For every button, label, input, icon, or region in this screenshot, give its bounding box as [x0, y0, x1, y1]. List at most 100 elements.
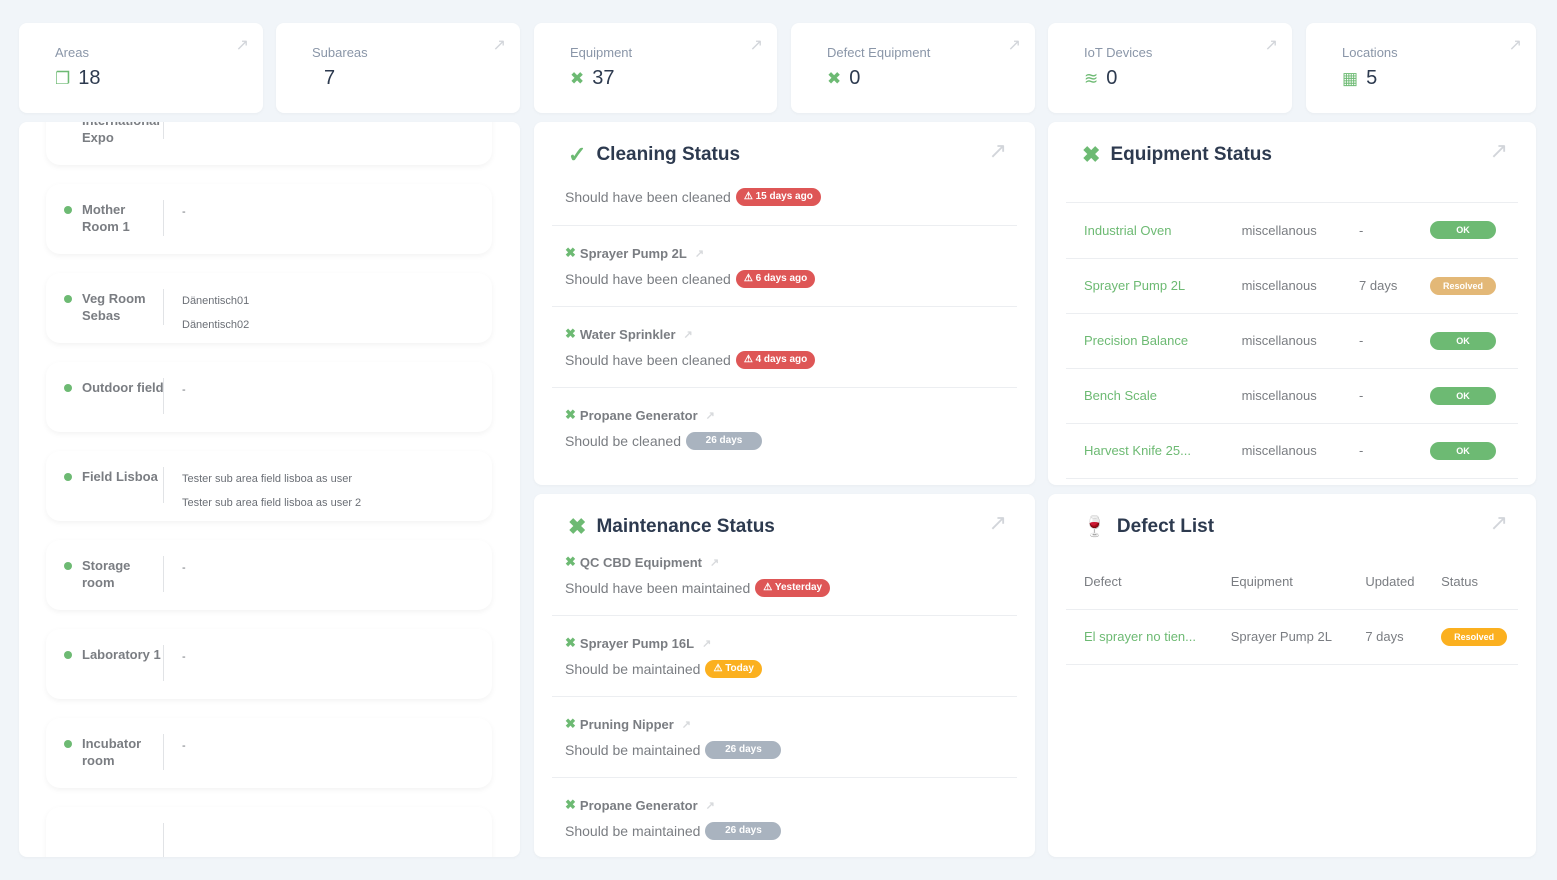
stat-card-subareas[interactable]: Subareas 7 ↗ [276, 23, 520, 113]
column-header: Status [1423, 554, 1518, 610]
equipment-category: miscellanous [1223, 203, 1342, 259]
maintenance-status-title: ✖ Maintenance Status [568, 514, 775, 540]
equipment-row[interactable]: Bench Scale miscellanous - OK [1066, 368, 1518, 424]
tools-icon: ✖ [570, 68, 585, 88]
status-row[interactable]: ✖ QC CBD Equipment ↗ Should have been main… [552, 535, 1017, 616]
equipment-name[interactable]: Bench Scale [1066, 368, 1224, 424]
status-text: Should be maintained 26 days [565, 741, 1004, 759]
equipment-name[interactable]: ✖ Pruning Nipper ↗ [565, 715, 1004, 733]
status-dot [64, 206, 72, 214]
wifi-icon: ≋ [1084, 68, 1099, 88]
expand-icon[interactable]: ↗ [1489, 138, 1508, 163]
equipment-name[interactable]: Industrial Oven [1066, 203, 1224, 259]
status-row[interactable]: ✖ Sprayer Pump 16L ↗ Should be maintained ⚠… [552, 616, 1017, 697]
subarea-item[interactable]: Dänentisch02 [182, 319, 250, 331]
tools-icon: ✖ [565, 245, 576, 260]
stat-value: ✖ 0 [827, 67, 860, 90]
subarea-item[interactable]: - [182, 740, 186, 752]
defect-name[interactable]: El sprayer no tien... [1066, 609, 1213, 665]
area-name: Outdoor field [82, 380, 164, 395]
status-row[interactable]: Should have been cleaned ⚠ 15 days ago [552, 162, 1017, 226]
equipment-name[interactable]: ✖ Propane Generator ↗ [565, 796, 1004, 814]
area-item[interactable]: Outdoor field - [46, 362, 492, 432]
expand-icon[interactable]: ↗ [492, 37, 506, 54]
equipment-row[interactable]: Sprayer Pump 2L miscellanous 7 days Reso… [1066, 258, 1518, 314]
link-icon[interactable]: ↗ [705, 409, 715, 422]
equipment-name-text: QC CBD Equipment [579, 554, 702, 570]
equipment-name[interactable]: ✖ Water Sprinkler ↗ [565, 325, 1004, 343]
broken-glass-icon: 🍷 [1082, 516, 1107, 538]
column-header: Updated [1347, 554, 1424, 610]
link-icon[interactable]: ↗ [709, 556, 720, 569]
expand-icon[interactable]: ↗ [988, 510, 1007, 535]
equipment-status-cell: OK [1412, 423, 1518, 479]
equipment-row[interactable]: Industrial Oven miscellanous - OK [1066, 203, 1518, 259]
stat-number: 7 [324, 67, 336, 89]
area-item[interactable]: Incubator room - [46, 718, 492, 788]
expand-icon[interactable]: ↗ [749, 37, 763, 54]
link-icon[interactable]: ↗ [681, 718, 692, 731]
area-item[interactable] [46, 807, 492, 857]
subarea-item[interactable]: Dänentisch01 [182, 295, 250, 307]
stat-card-defect-equipment[interactable]: Defect Equipment ✖ 0 ↗ [791, 23, 1035, 113]
status-text-label: Should have been cleaned [565, 189, 731, 205]
area-item[interactable]: Field Lisboa Tester sub area field lisbo… [46, 451, 492, 521]
area-item[interactable]: Laboratory 1 - [46, 629, 492, 699]
stat-card-locations[interactable]: Locations ▦ 5 ↗ [1306, 23, 1536, 113]
area-item[interactable]: Storage room - [46, 540, 492, 610]
equipment-updated: - [1341, 423, 1413, 479]
area-item[interactable]: Veg Room Sebas Dänentisch01 Dänentisch02 [46, 273, 492, 343]
defect-list-panel: 🍷 Defect List ↗ Defect Equipment Updated Sta… [1048, 494, 1536, 857]
status-row[interactable]: ✖ Propane Generator ↗ Should be cleaned 26 … [552, 388, 1017, 468]
status-row[interactable]: ✖ Propane Generator ↗ Should be maintained… [552, 778, 1017, 857]
stat-card-iot-devices[interactable]: IoT Devices ≋ 0 ↗ [1048, 23, 1292, 113]
expand-icon[interactable]: ↗ [1007, 37, 1021, 54]
equipment-status-cell: OK [1412, 313, 1518, 369]
equipment-row[interactable]: Harvest Knife 25... miscellanous - OK [1066, 423, 1518, 479]
stat-card-equipment[interactable]: Equipment ✖ 37 ↗ [534, 23, 777, 113]
expand-icon[interactable]: ↗ [1489, 510, 1508, 535]
stat-value: ❐ 18 [55, 67, 101, 90]
defect-row[interactable]: El sprayer no tien... Sprayer Pump 2L 7 … [1066, 609, 1518, 665]
subarea-item[interactable]: - [182, 384, 186, 396]
subarea-item[interactable]: - [182, 651, 186, 663]
equipment-category: miscellanous [1223, 368, 1342, 424]
stat-card-areas[interactable]: Areas ❐ 18 ↗ [19, 23, 263, 113]
expand-icon[interactable]: ↗ [235, 37, 249, 54]
equipment-name[interactable]: ✖ QC CBD Equipment ↗ [565, 553, 1004, 571]
expand-icon[interactable]: ↗ [988, 138, 1007, 163]
link-icon[interactable]: ↗ [694, 247, 705, 260]
equipment-row[interactable]: Precision Balance miscellanous - OK [1066, 313, 1518, 369]
status-text: Should have been cleaned ⚠ 15 days ago [565, 188, 1004, 206]
link-icon[interactable]: ↗ [705, 799, 715, 812]
column-header: Equipment [1212, 554, 1348, 610]
area-name: Mother Room 1 [82, 202, 130, 234]
status-row[interactable]: ✖ Pruning Nipper ↗ Should be maintained 26 … [552, 697, 1017, 778]
tools-icon: ✖ [565, 635, 576, 650]
status-row[interactable]: ✖ Sprayer Pump 2L ↗ Should have been clean… [552, 226, 1017, 307]
equipment-name[interactable]: Sprayer Pump 2L [1066, 258, 1224, 314]
area-item[interactable]: Hemp International Expo [46, 122, 492, 165]
equipment-name-text: Water Sprinkler [579, 326, 676, 342]
expand-icon[interactable]: ↗ [1264, 37, 1278, 54]
subarea-item[interactable]: Tester sub area field lisboa as user 2 [182, 497, 362, 509]
subarea-item[interactable]: - [182, 562, 186, 574]
equipment-name[interactable]: Harvest Knife 25... [1066, 423, 1224, 479]
area-item[interactable]: Mother Room 1 - [46, 184, 492, 254]
equipment-name[interactable]: Precision Balance [1066, 313, 1224, 369]
due-badge: 26 days [705, 741, 782, 759]
link-icon[interactable]: ↗ [702, 637, 712, 650]
subarea-list: - [182, 734, 186, 758]
subarea-item[interactable]: Tester sub area field lisboa as user [182, 473, 352, 485]
badge-text: 26 days [725, 744, 762, 755]
equipment-name[interactable]: ✖ Sprayer Pump 2L ↗ [565, 244, 1004, 262]
expand-icon[interactable]: ↗ [1508, 37, 1522, 54]
tools-icon: ✖ [565, 716, 576, 731]
equipment-name[interactable]: ✖ Sprayer Pump 16L ↗ [565, 634, 1004, 652]
status-row[interactable]: ✖ Water Sprinkler ↗ Should have been clean… [552, 307, 1017, 388]
equipment-name[interactable]: ✖ Propane Generator ↗ [565, 406, 1004, 424]
subarea-item[interactable]: - [182, 206, 186, 218]
divider [163, 122, 164, 139]
status-badge: Resolved [1441, 627, 1508, 646]
link-icon[interactable]: ↗ [683, 328, 693, 341]
